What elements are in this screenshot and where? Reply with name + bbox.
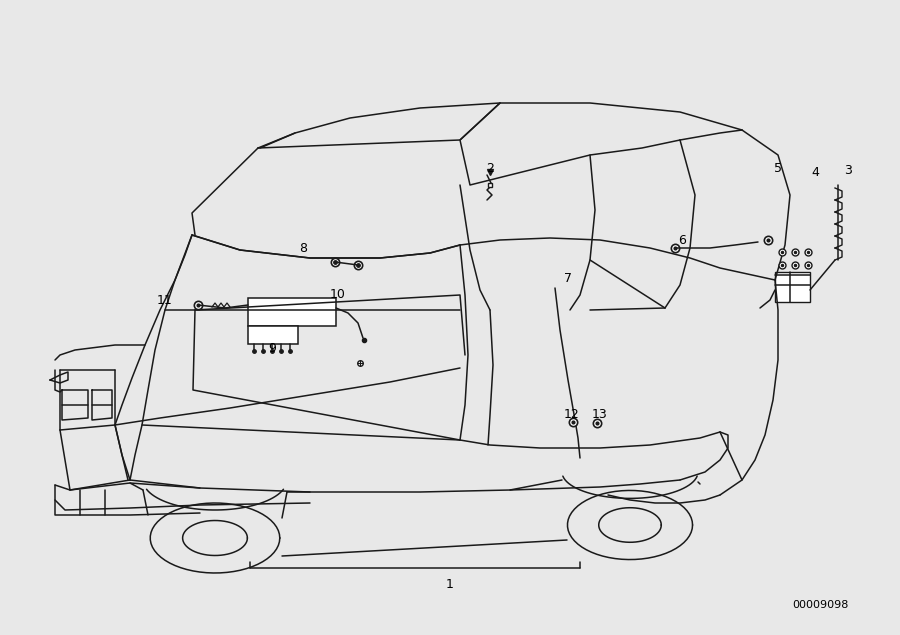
Text: 2: 2 <box>486 161 494 175</box>
Text: 5: 5 <box>774 161 782 175</box>
Text: 6: 6 <box>678 234 686 246</box>
Text: 13: 13 <box>592 408 608 422</box>
Text: 00009098: 00009098 <box>792 600 848 610</box>
Text: 3: 3 <box>844 163 852 177</box>
Text: 1: 1 <box>446 578 454 591</box>
Text: 11: 11 <box>158 293 173 307</box>
Bar <box>248 326 298 344</box>
Text: 12: 12 <box>564 408 580 422</box>
Text: 9: 9 <box>268 342 276 354</box>
Text: 8: 8 <box>299 241 307 255</box>
Bar <box>775 272 810 302</box>
Text: 10: 10 <box>330 288 346 302</box>
Text: 7: 7 <box>564 272 572 284</box>
Text: 4: 4 <box>811 166 819 180</box>
Bar <box>248 298 336 326</box>
